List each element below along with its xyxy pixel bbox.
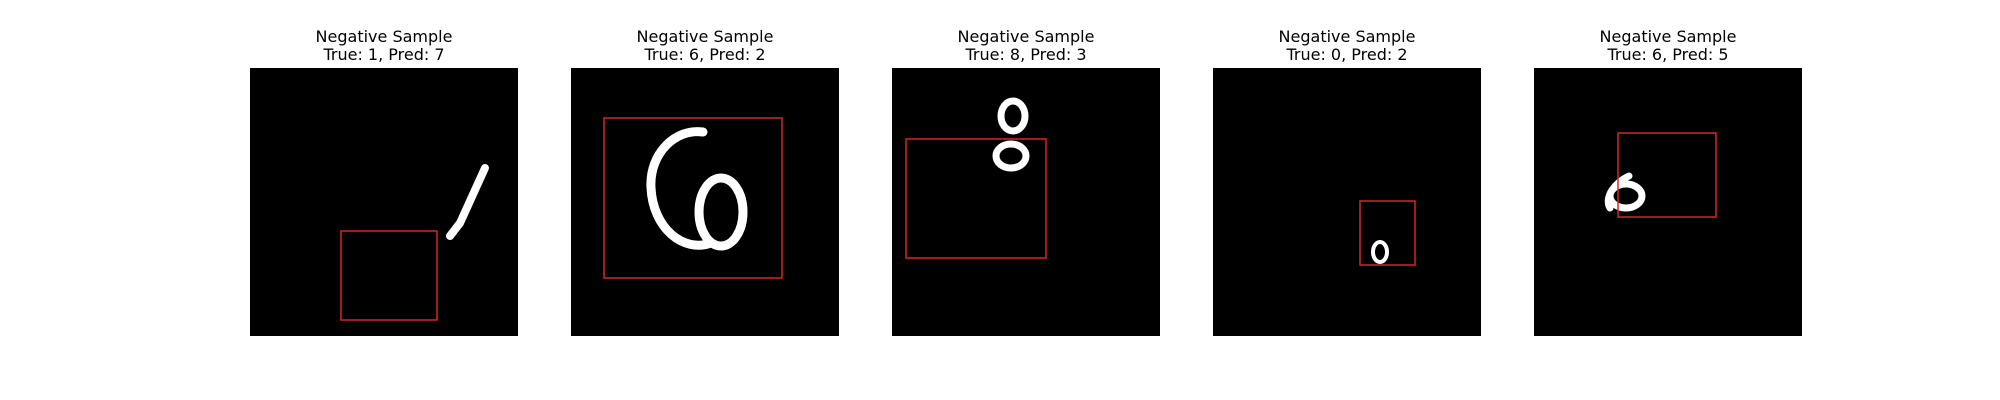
image-background (250, 68, 518, 336)
digit-loop-8-top (997, 97, 1029, 135)
image-background (1213, 68, 1481, 336)
sample-panel-5: Negative Sample True: 6, Pred: 5 (1534, 0, 1802, 400)
panel-label-line: True: 1, Pred: 7 (323, 45, 445, 64)
panel-label-line: True: 8, Pred: 3 (965, 45, 1087, 64)
panel-title: Negative Sample True: 6, Pred: 5 (1494, 28, 1842, 64)
panel-title: Negative Sample True: 8, Pred: 3 (852, 28, 1200, 64)
bounding-box (905, 138, 1047, 259)
digit-stroke-1 (446, 164, 489, 240)
bounding-box (603, 117, 783, 279)
panel-title-line: Negative Sample (1278, 27, 1416, 46)
panel-label-line: True: 6, Pred: 5 (1607, 45, 1729, 64)
panel-title: Negative Sample True: 0, Pred: 2 (1173, 28, 1521, 64)
digit-loop-6 (1606, 180, 1646, 212)
panel-title-line: Negative Sample (957, 27, 1095, 46)
image-background (571, 68, 839, 336)
digit-image (1213, 68, 1481, 336)
bounding-box (1359, 200, 1416, 266)
panel-label-line: True: 6, Pred: 2 (644, 45, 766, 64)
panel-title: Negative Sample True: 6, Pred: 2 (531, 28, 879, 64)
panel-title-line: Negative Sample (1599, 27, 1737, 46)
sample-panel-4: Negative Sample True: 0, Pred: 2 (1213, 0, 1481, 400)
sample-panel-3: Negative Sample True: 8, Pred: 3 (892, 0, 1160, 400)
digit-image (571, 68, 839, 336)
digit-stroke-6 (646, 127, 716, 250)
panel-title-line: Negative Sample (315, 27, 453, 46)
digit-loop-6 (694, 173, 748, 251)
sample-panel-1: Negative Sample True: 1, Pred: 7 (250, 0, 518, 400)
bounding-box (1617, 132, 1717, 218)
image-background (1534, 68, 1802, 336)
digit-image (1534, 68, 1802, 336)
sample-panel-2: Negative Sample True: 6, Pred: 2 (571, 0, 839, 400)
digit-loop-0 (1371, 240, 1389, 264)
digit-image (892, 68, 1160, 336)
digit-loop-8-bottom (992, 140, 1030, 172)
panel-title: Negative Sample True: 1, Pred: 7 (210, 28, 558, 64)
bounding-box (340, 230, 438, 321)
digit-image (250, 68, 518, 336)
panel-label-line: True: 0, Pred: 2 (1286, 45, 1408, 64)
panel-title-line: Negative Sample (636, 27, 774, 46)
